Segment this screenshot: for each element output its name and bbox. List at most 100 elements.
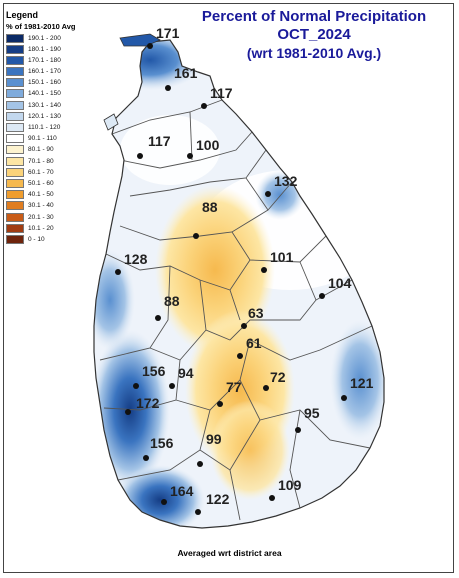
legend-item: 150.1 - 160 (6, 78, 106, 88)
station-dot (269, 495, 275, 501)
station-value-label: 88 (202, 199, 218, 215)
legend-item: 180.1 - 190 (6, 44, 106, 54)
legend-label: 160.1 - 170 (28, 68, 61, 76)
legend-swatch (6, 223, 24, 233)
station-dot (201, 103, 207, 109)
station-value-label: 95 (304, 405, 320, 421)
legend-swatch (6, 178, 24, 188)
station-dot (133, 383, 139, 389)
legend-label: 150.1 - 160 (28, 79, 61, 87)
station-dot (197, 461, 203, 467)
legend-swatch (6, 156, 24, 166)
station-value-label: 117 (148, 133, 171, 149)
legend-item: 120.1 - 130 (6, 111, 106, 121)
title-line-2: OCT_2024 (277, 26, 351, 43)
legend-label: 50.1 - 60 (28, 179, 54, 187)
district-boundaries (99, 99, 373, 521)
legend-item: 170.1 - 180 (6, 55, 106, 65)
station-markers: 171 161 117 117 100 132 88 101 128 104 88 63 61 156 94… (115, 25, 374, 515)
legend-item: 50.1 - 60 (6, 178, 106, 188)
legend-label: 120.1 - 130 (28, 112, 61, 120)
mannar-island (103, 113, 119, 131)
legend-label: 80.1 - 90 (28, 146, 54, 154)
station-dot (261, 267, 267, 273)
title-line-1: Percent of Normal Precipitation (201, 8, 427, 25)
legend-subtitle: % of 1981-2010 Avg (6, 22, 76, 31)
station-dot (169, 383, 175, 389)
legend-item: 30.1 - 40 (6, 201, 106, 211)
station-value-label: 72 (270, 369, 286, 385)
station-value-label: 88 (164, 293, 180, 309)
station-dot (241, 323, 247, 329)
station-value-label: 128 (124, 251, 148, 267)
legend-swatch (6, 212, 24, 222)
station-value-label: 100 (196, 137, 220, 153)
station-value-label: 109 (278, 477, 302, 493)
legend-swatch (6, 89, 24, 99)
station-dot (115, 269, 121, 275)
station-value-label: 77 (226, 379, 242, 395)
legend-swatch (6, 190, 24, 200)
legend-swatch (6, 44, 24, 54)
station-value-label: 61 (246, 335, 262, 351)
map-footer: Averaged wrt district area (177, 548, 282, 558)
legend-swatch (6, 234, 24, 244)
legend-item: 160.1 - 170 (6, 67, 106, 77)
legend-swatch (6, 123, 24, 132)
legend-item: 20.1 - 30 (6, 212, 106, 222)
legend-swatch (6, 67, 24, 77)
station-value-label: 121 (350, 375, 374, 391)
legend-label: 170.1 - 180 (28, 56, 61, 64)
station-value-label: 94 (178, 365, 194, 381)
legend-label: 110.1 - 120 (28, 124, 61, 131)
title-line-3: (wrt 1981-2010 Avg.) (246, 45, 382, 61)
station-dot (295, 427, 301, 433)
legend-label: 60.1 - 70 (28, 168, 54, 176)
station-dot (193, 233, 199, 239)
station-dot (217, 401, 223, 407)
station-value-label: 156 (150, 435, 174, 451)
legend-item: 60.1 - 70 (6, 167, 106, 177)
legend-title: Legend (6, 10, 39, 20)
station-value-label: 171 (156, 25, 180, 41)
legend-label: 190.1 - 200 (28, 34, 61, 42)
legend-swatch (6, 33, 24, 43)
station-value-label: 164 (170, 483, 194, 499)
legend-label: 130.1 - 140 (28, 101, 61, 109)
legend-swatch (6, 145, 24, 155)
station-dot (237, 353, 243, 359)
station-dot (147, 43, 153, 49)
legend-label: 30.1 - 40 (28, 202, 54, 210)
legend: Legend % of 1981-2010 Avg 190.1 - 200 180… (6, 10, 106, 246)
station-value-label: 156 (142, 363, 166, 379)
station-dot (195, 509, 201, 515)
legend-item: 140.1 - 150 (6, 89, 106, 99)
legend-swatch (6, 167, 24, 177)
legend-swatch (6, 134, 24, 144)
legend-swatch (6, 100, 24, 110)
station-value-label: 122 (206, 491, 230, 507)
legend-item: 130.1 - 140 (6, 100, 106, 110)
legend-label: 140.1 - 150 (28, 90, 61, 98)
legend-swatch (6, 55, 24, 65)
legend-item: 110.1 - 120 (6, 123, 106, 133)
legend-label: 40.1 - 50 (28, 191, 54, 199)
station-value-label: 132 (274, 173, 298, 189)
legend-label: 90.1 - 110 (28, 135, 57, 143)
legend-rows: 190.1 - 200 180.1 - 190 170.1 - 180 160.1 -… (6, 33, 106, 244)
legend-label: 20.1 - 30 (28, 213, 54, 221)
station-dot (155, 315, 161, 321)
legend-item: 10.1 - 20 (6, 223, 106, 233)
legend-label: 0 - 10 (28, 235, 45, 243)
station-value-label: 104 (328, 275, 352, 291)
station-dot (263, 385, 269, 391)
station-dot (165, 85, 171, 91)
legend-swatch (6, 111, 24, 121)
legend-label: 70.1 - 80 (28, 157, 54, 165)
legend-item: 80.1 - 90 (6, 145, 106, 155)
station-value-label: 172 (136, 395, 160, 411)
station-value-label: 117 (210, 85, 233, 101)
legend-item: 0 - 10 (6, 234, 106, 244)
station-dot (319, 293, 325, 299)
